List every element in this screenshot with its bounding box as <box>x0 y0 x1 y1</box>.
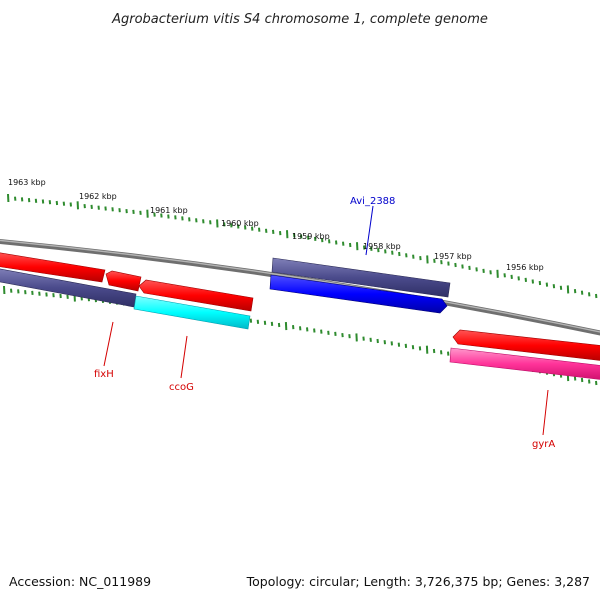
forward-strand-genes <box>0 252 254 312</box>
scale-label-1956: 1956 kbp <box>506 263 544 272</box>
map-title: Agrobacterium vitis S4 chromosome 1, com… <box>111 12 488 27</box>
cds-gyrA-forward[interactable] <box>452 329 600 361</box>
label-gyrA[interactable]: gyrA <box>532 439 555 450</box>
scale-label-1960: 1960 kbp <box>221 219 259 228</box>
gyrA-block <box>449 329 600 380</box>
reverse-strand-genes-left <box>0 268 251 330</box>
scale-label-1963: 1963 kbp <box>8 178 46 187</box>
scale-label-1962: 1962 kbp <box>79 192 117 201</box>
scale-label-1958: 1958 kbp <box>363 242 401 251</box>
gene-gyrA[interactable] <box>449 347 600 380</box>
outer-scale-ring <box>7 193 598 299</box>
label-ccoG[interactable]: ccoG <box>169 382 194 393</box>
scale-labels: 1963 kbp 1962 kbp 1961 kbp 1960 kbp 1959… <box>8 178 544 272</box>
gene-labels: fixH ccoG Avi_2388 gyrA <box>94 196 555 450</box>
label-Avi_2388[interactable]: Avi_2388 <box>350 196 395 207</box>
avi-2388-block <box>269 257 451 314</box>
genome-summary-text: Topology: circular; Length: 3,726,375 bp… <box>246 574 590 589</box>
cds-fixH[interactable] <box>105 270 142 292</box>
gene-ccoG-reverse[interactable] <box>133 295 251 330</box>
accession-text: Accession: NC_011989 <box>9 574 152 589</box>
chromosome-backbone <box>0 238 600 336</box>
gene-fixH-reverse[interactable] <box>0 268 137 308</box>
scale-label-1957: 1957 kbp <box>434 252 472 261</box>
gene-Avi_2388[interactable] <box>271 257 451 298</box>
cds-ccoG-forward[interactable] <box>138 279 254 312</box>
cds-forward-left[interactable] <box>0 252 106 283</box>
scale-label-1959: 1959 kbp <box>292 232 330 241</box>
scale-label-1961: 1961 kbp <box>150 206 188 215</box>
cds-Avi_2388[interactable] <box>269 274 448 314</box>
label-fixH[interactable]: fixH <box>94 369 114 380</box>
